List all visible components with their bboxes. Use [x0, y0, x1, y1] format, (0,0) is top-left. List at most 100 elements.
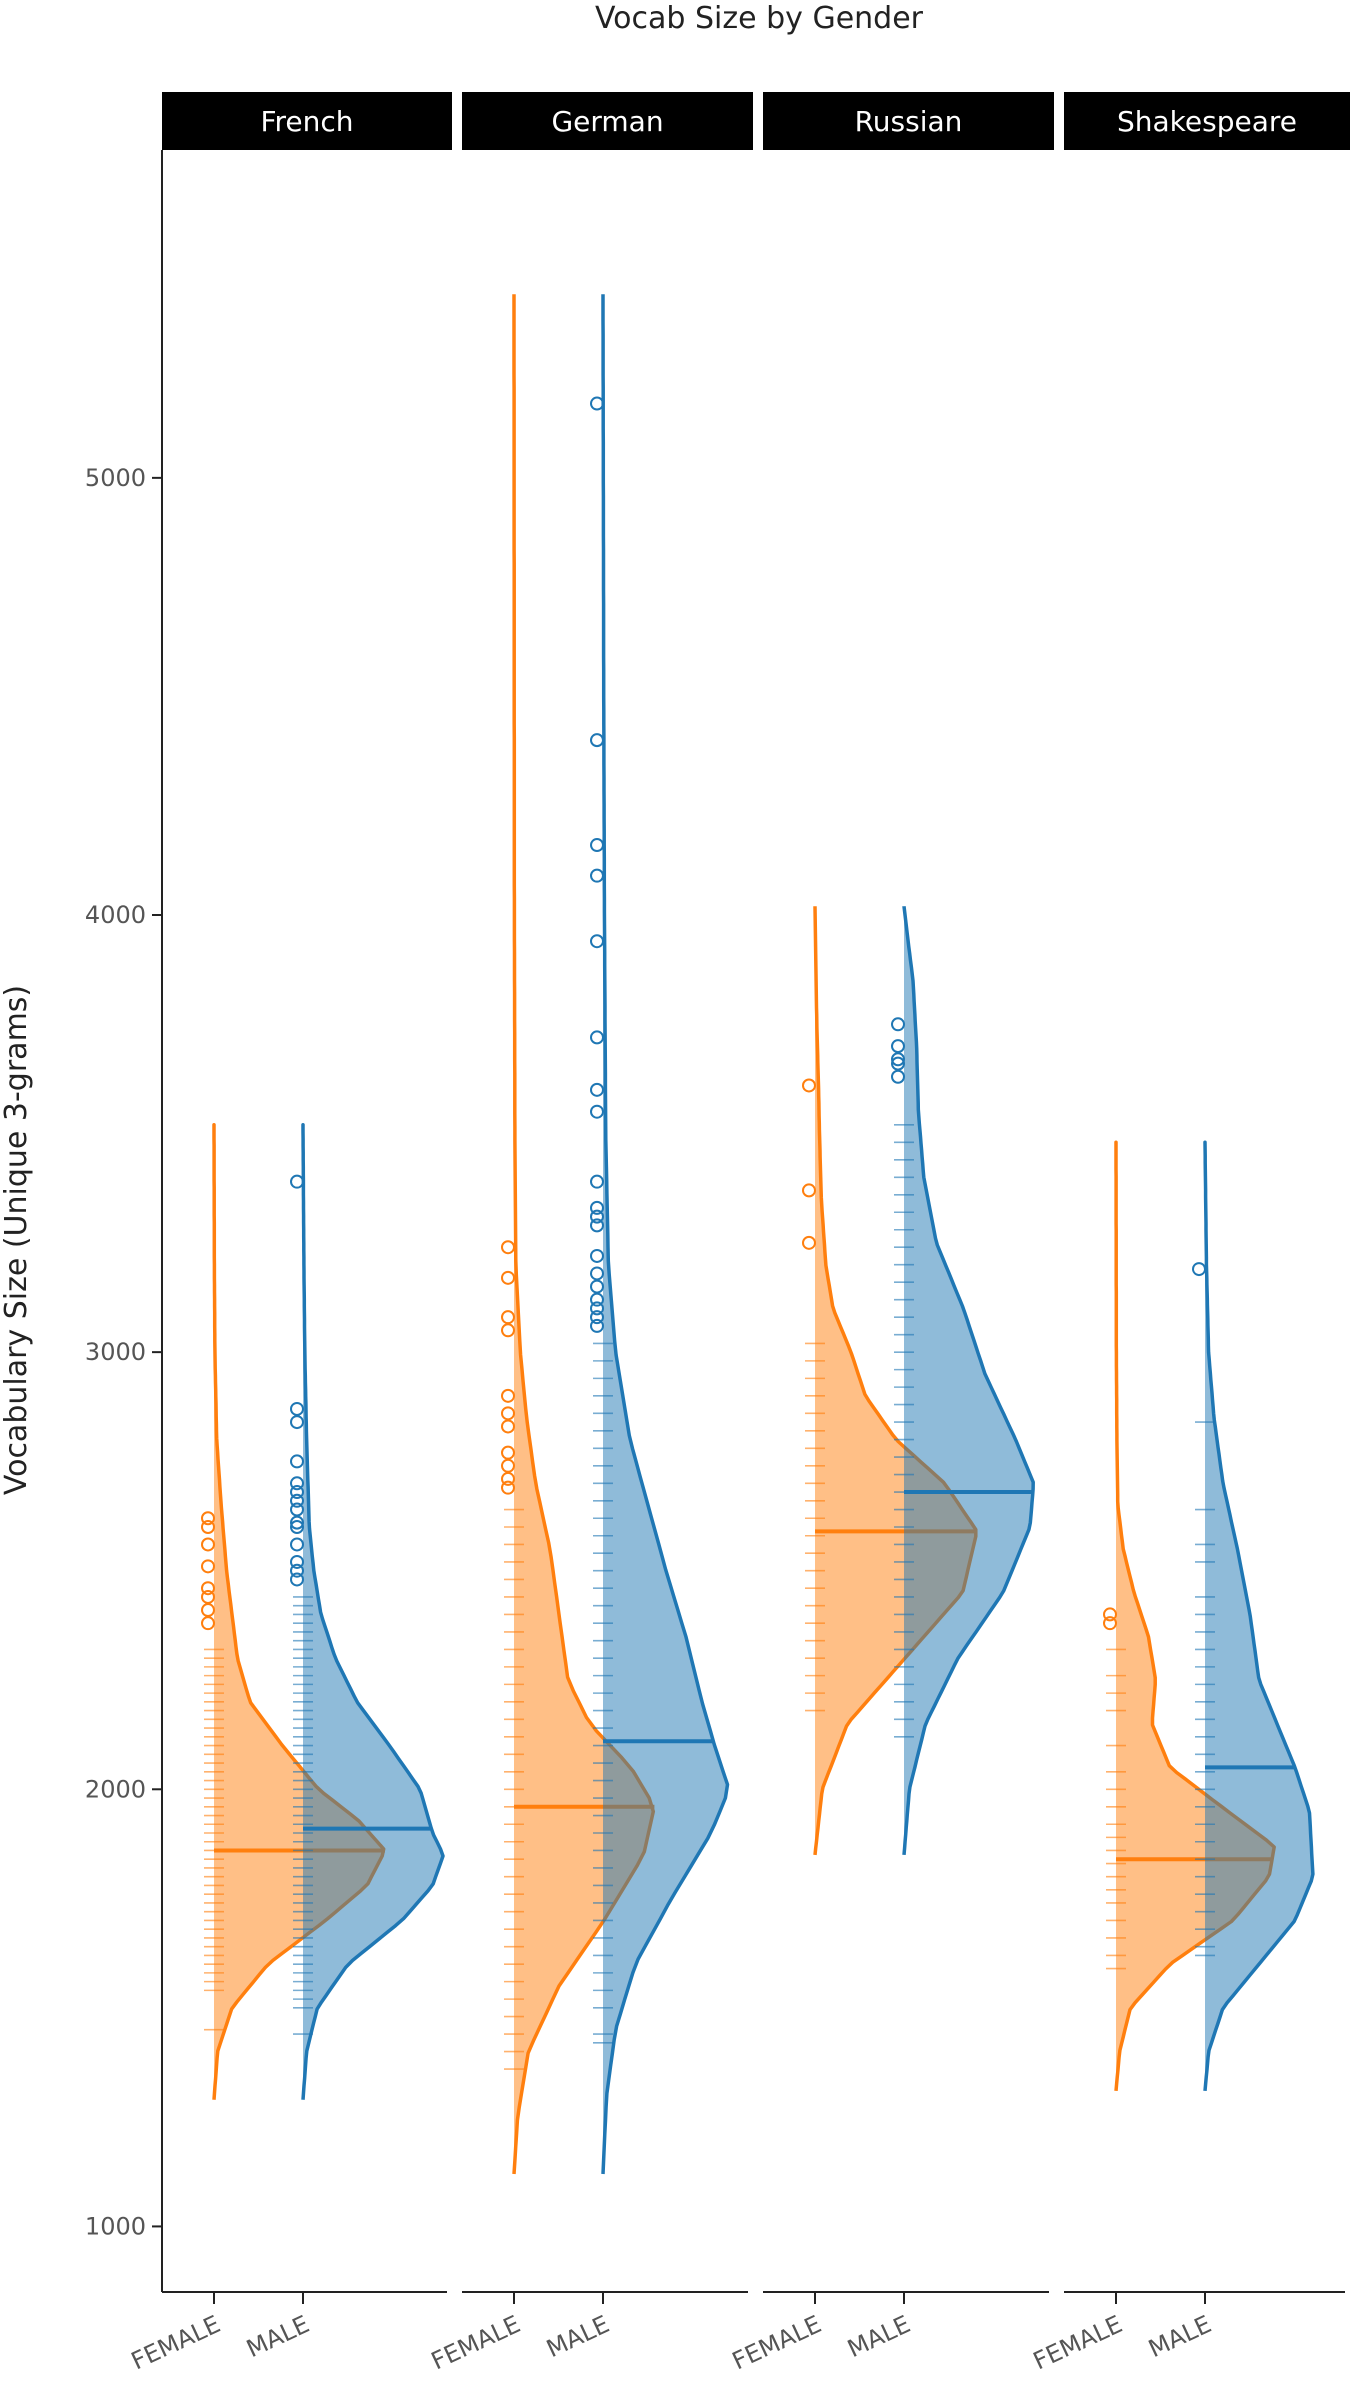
- outlier-point: [290, 1415, 304, 1430]
- outlier-point: [201, 1511, 215, 1526]
- outlier-point: [501, 1480, 515, 1495]
- violin-outline: [301, 1123, 445, 2100]
- panel-french: French FEMALE MALE: [127, 92, 452, 2375]
- violin-fill: [1205, 1142, 1313, 2091]
- outlier-point: [590, 1218, 604, 1233]
- outlier-point: [590, 838, 604, 853]
- outlier-point: [1103, 1616, 1117, 1631]
- panel-strip-label: German: [551, 105, 663, 138]
- outlier-point: [590, 1248, 604, 1263]
- chart-title: Vocab Size by Gender: [595, 1, 924, 36]
- outlier-point: [501, 1445, 515, 1460]
- group-male: [590, 292, 730, 2175]
- outlier-point: [501, 1240, 515, 1255]
- x-tick-label: FEMALE: [427, 2310, 525, 2375]
- outlier-point: [802, 1235, 816, 1250]
- outlier-point: [590, 1310, 604, 1325]
- violin-fill: [603, 294, 728, 2175]
- outlier-point: [590, 1279, 604, 1294]
- outlier-point: [891, 1052, 905, 1067]
- outlier-point: [590, 396, 604, 411]
- x-tick-label: MALE: [843, 2310, 914, 2363]
- outlier-point: [201, 1581, 215, 1596]
- panel-russian: Russian FEMALE MALE: [728, 92, 1054, 2375]
- violin-fill: [514, 294, 654, 2175]
- y-tick-label: 2000: [85, 1775, 146, 1803]
- panel-strip: [1064, 92, 1350, 150]
- y-tick-label: 3000: [85, 1338, 146, 1366]
- outlier-point: [290, 1572, 304, 1587]
- outlier-point: [290, 1515, 304, 1530]
- outlier-point: [590, 1292, 604, 1307]
- x-tick-label: FEMALE: [728, 2310, 826, 2375]
- panel-strip: [462, 92, 753, 150]
- x-tick-label: MALE: [542, 2310, 613, 2363]
- outlier-point: [501, 1388, 515, 1403]
- outlier-point: [290, 1485, 304, 1500]
- violin-fill: [303, 1124, 443, 2100]
- outlier-point: [290, 1537, 304, 1552]
- outlier-point: [590, 1318, 604, 1333]
- panel-shakespeare: Shakespeare FEMALE MALE: [1029, 92, 1350, 2375]
- outlier-point: [891, 1017, 905, 1032]
- outlier-point: [590, 1082, 604, 1097]
- outlier-point: [590, 1209, 604, 1224]
- outlier-point: [590, 868, 604, 883]
- group-male: [891, 904, 1035, 1856]
- panel-strip-label: French: [260, 105, 353, 138]
- outlier-point: [201, 1616, 215, 1631]
- outlier-point: [501, 1458, 515, 1473]
- outlier-point: [290, 1476, 304, 1491]
- outlier-point: [590, 1266, 604, 1281]
- y-axis-label: Vocabulary Size (Unique 3-grams): [0, 985, 34, 1495]
- outlier-point: [201, 1589, 215, 1604]
- y-tick-label: 5000: [85, 464, 146, 492]
- outlier-point: [290, 1502, 304, 1517]
- outlier-point: [590, 1104, 604, 1119]
- outlier-point: [590, 1030, 604, 1045]
- outlier-point: [1103, 1607, 1117, 1622]
- outlier-point: [201, 1603, 215, 1618]
- outlier-point: [290, 1554, 304, 1569]
- x-tick-label: FEMALE: [1029, 2310, 1127, 2375]
- outlier-point: [290, 1174, 304, 1189]
- outlier-point: [891, 1039, 905, 1054]
- outlier-point: [501, 1419, 515, 1434]
- panel-strip-label: Russian: [855, 105, 963, 138]
- outlier-point: [802, 1183, 816, 1198]
- outlier-point: [201, 1537, 215, 1552]
- outlier-point: [501, 1323, 515, 1338]
- y-tick-label: 1000: [85, 2212, 146, 2240]
- outlier-point: [201, 1559, 215, 1574]
- panel-german: German FEMALE MALE: [427, 92, 753, 2375]
- outlier-point: [501, 1310, 515, 1325]
- outlier-point: [501, 1471, 515, 1486]
- outlier-point: [590, 1174, 604, 1189]
- outlier-point: [891, 1056, 905, 1071]
- violin-outline: [813, 904, 978, 1856]
- x-tick-label: MALE: [242, 2310, 313, 2363]
- panel-strip: [763, 92, 1054, 150]
- violin-outline: [601, 292, 730, 2175]
- group-male: [290, 1123, 445, 2100]
- panel-strip-label: Shakespeare: [1117, 105, 1297, 138]
- y-tick-label: 4000: [85, 901, 146, 929]
- outlier-point: [501, 1270, 515, 1285]
- outlier-point: [290, 1493, 304, 1508]
- outlier-point: [1192, 1262, 1206, 1277]
- outlier-point: [290, 1401, 304, 1416]
- group-male: [1192, 1140, 1315, 2092]
- outlier-point: [891, 1069, 905, 1084]
- outlier-point: [290, 1454, 304, 1469]
- outlier-point: [590, 1200, 604, 1215]
- outlier-point: [590, 733, 604, 748]
- violin-fill: [904, 906, 1034, 1855]
- outlier-point: [590, 1301, 604, 1316]
- violin-outline: [1203, 1140, 1315, 2092]
- panel-strip: [162, 92, 452, 150]
- outlier-point: [501, 1406, 515, 1421]
- violin-outline: [902, 904, 1035, 1856]
